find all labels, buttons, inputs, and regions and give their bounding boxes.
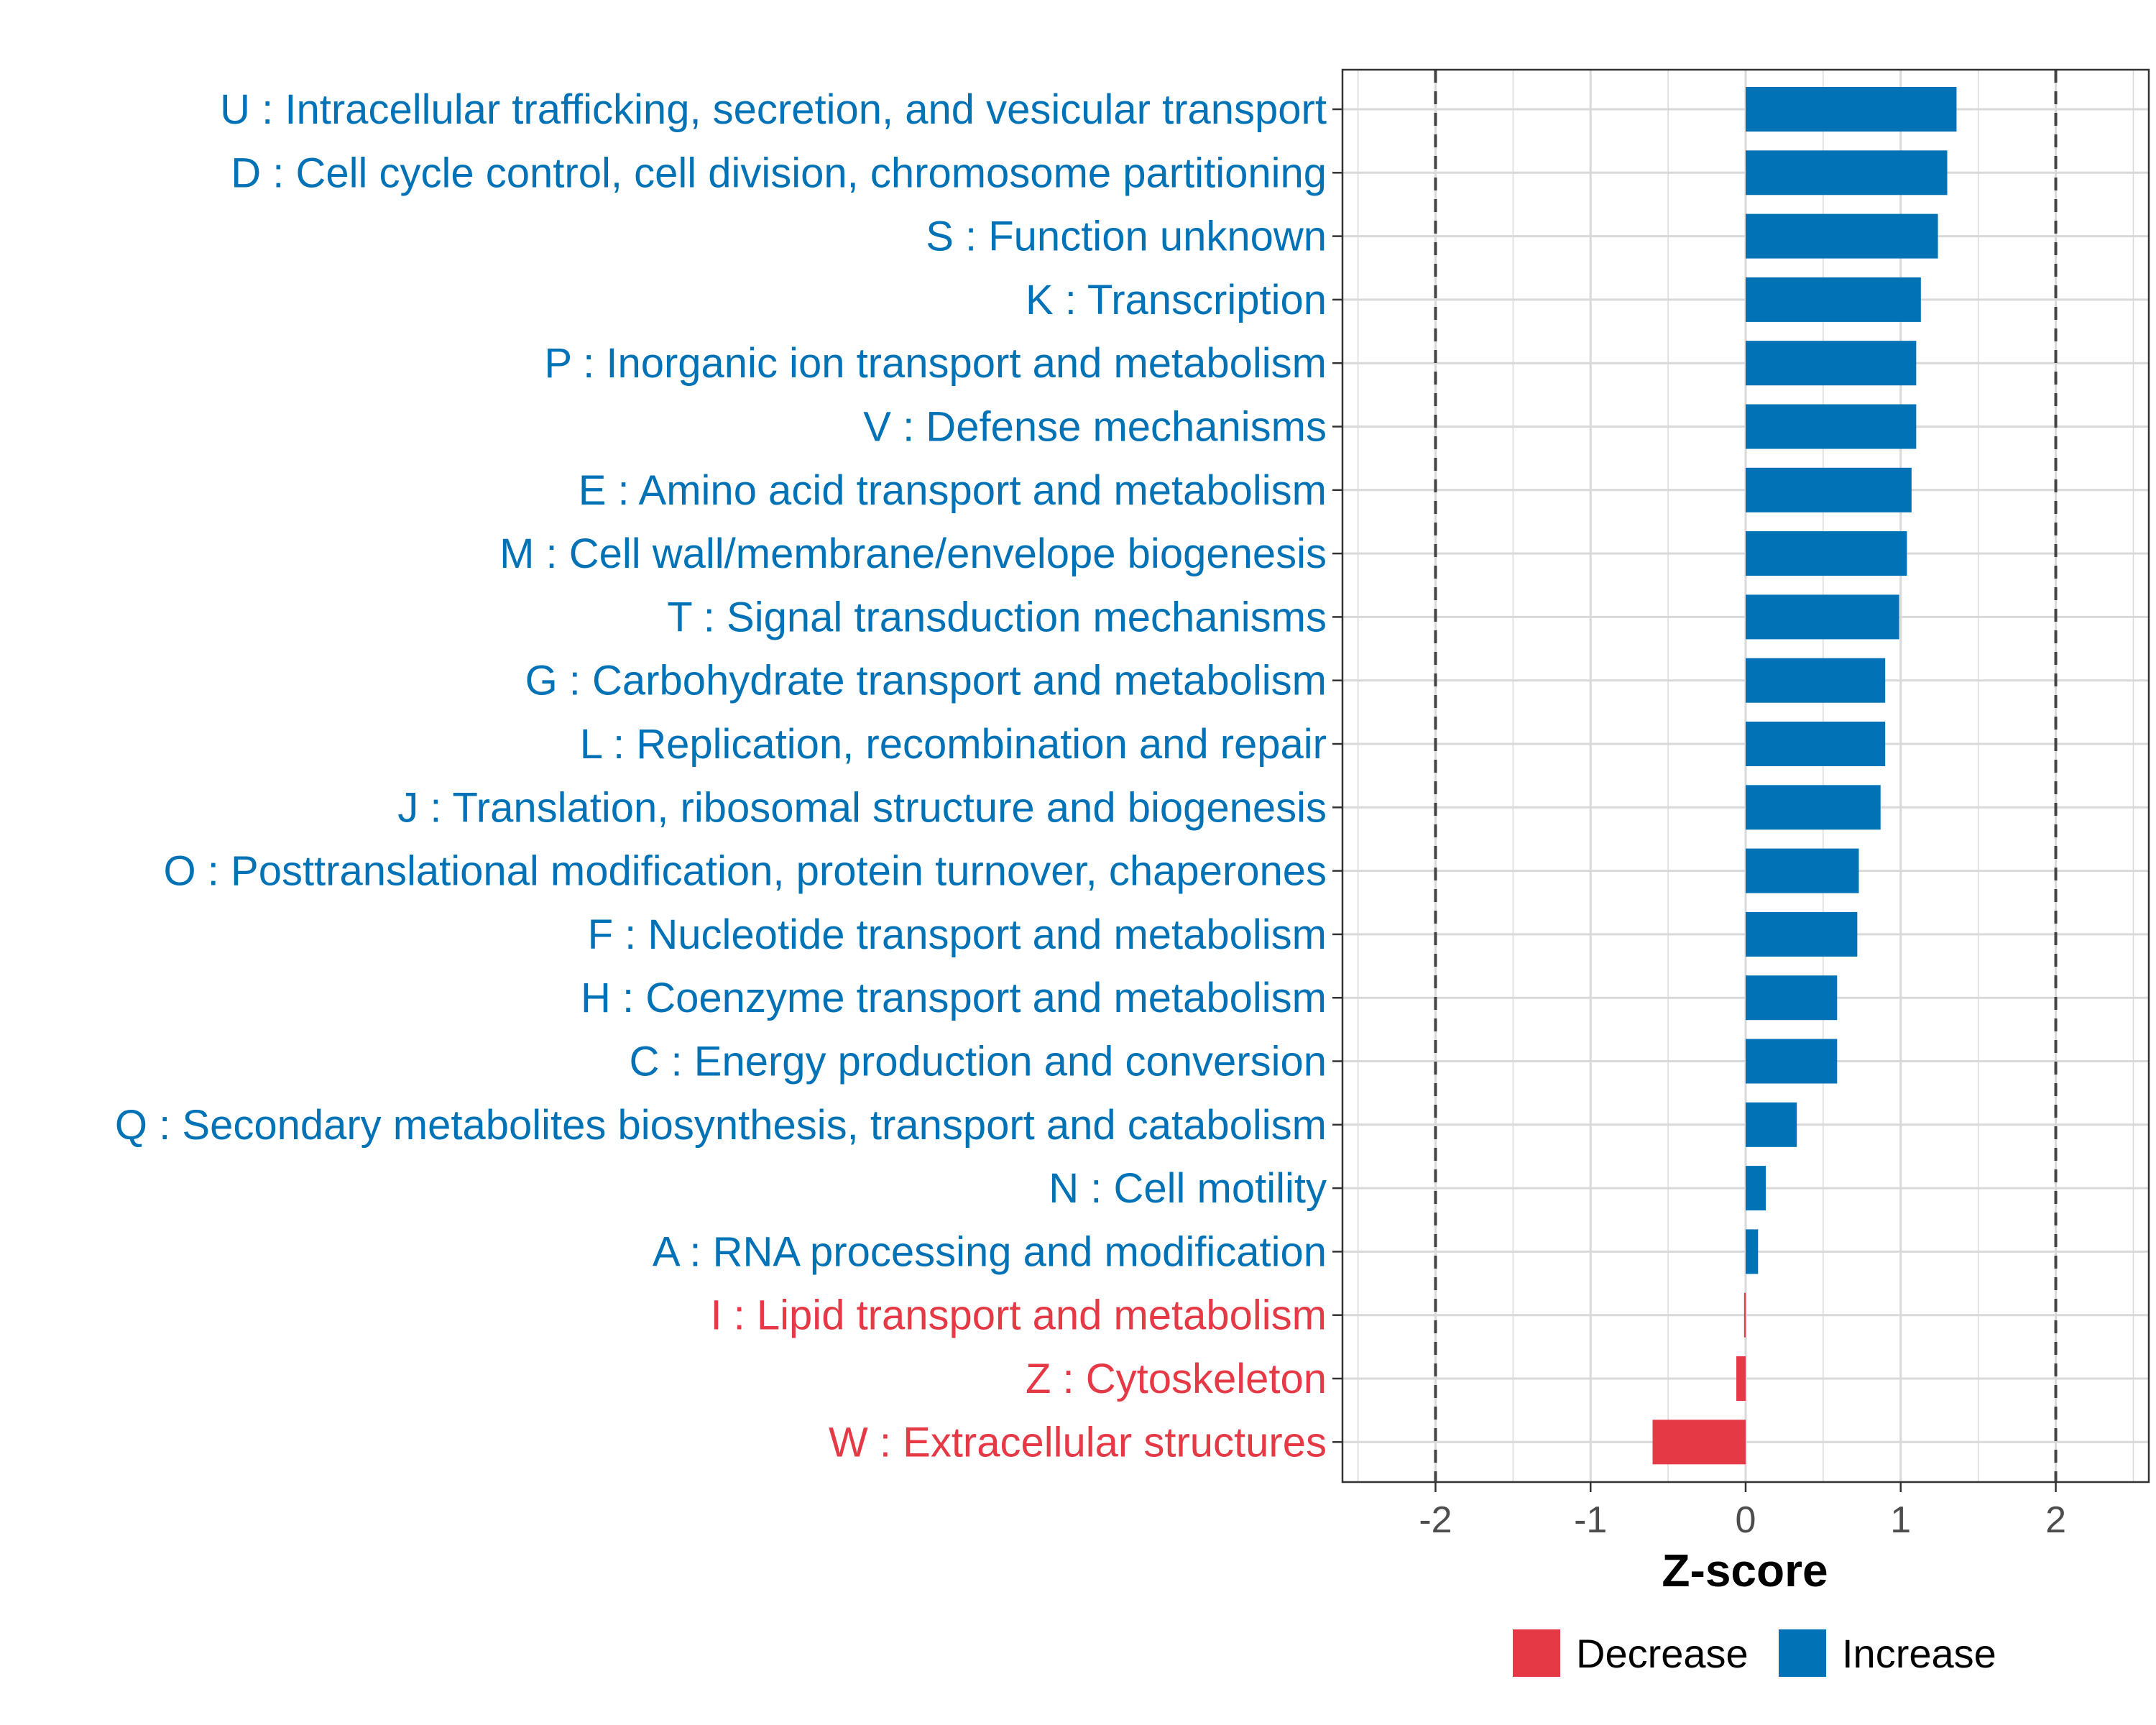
bar [1746, 1102, 1797, 1147]
y-category-label: T : Signal transduction mechanisms [667, 594, 1327, 640]
x-tick-layer: -2 -1 0 1 2 [1419, 1482, 2066, 1541]
bar [1746, 467, 1912, 512]
legend: Decrease Increase [1513, 1629, 1996, 1677]
y-category-label: N : Cell motility [1049, 1165, 1327, 1212]
y-category-label: O : Posttranslational modification, prot… [164, 848, 1327, 895]
y-category-label: A : RNA processing and modification [653, 1228, 1327, 1275]
x-tick-label: 1 [1890, 1499, 1911, 1541]
x-axis-title: Z-score [1662, 1545, 1828, 1596]
y-category-label: F : Nucleotide transport and metabolism [588, 911, 1327, 958]
y-category-label: J : Translation, ribosomal structure and… [397, 784, 1327, 831]
y-category-label: V : Defense mechanisms [863, 404, 1327, 451]
legend-swatch [1513, 1629, 1560, 1677]
y-category-label: E : Amino acid transport and metabolism [579, 467, 1327, 514]
y-category-label: I : Lipid transport and metabolism [710, 1292, 1327, 1339]
bar [1746, 1039, 1838, 1084]
x-tick-label: -2 [1419, 1499, 1452, 1541]
y-category-label: G : Carbohydrate transport and metabolis… [525, 658, 1327, 704]
y-category-label: Z : Cytoskeleton [1026, 1356, 1327, 1402]
bar [1746, 785, 1881, 830]
y-category-label: P : Inorganic ion transport and metaboli… [544, 340, 1327, 387]
bar [1746, 213, 1938, 259]
bar [1746, 341, 1917, 386]
bar [1746, 658, 1886, 703]
bar [1746, 1229, 1759, 1274]
bar [1746, 87, 1957, 132]
y-tick-layer [1332, 108, 1342, 1443]
legend-label: Increase [1842, 1631, 1996, 1676]
y-category-label: C : Energy production and conversion [630, 1039, 1327, 1085]
y-category-label: D : Cell cycle control, cell division, c… [231, 150, 1327, 196]
bar [1743, 1292, 1746, 1338]
y-category-labels: U : Intracellular trafficking, secretion… [115, 86, 1327, 1466]
bar [1746, 722, 1886, 766]
bar [1746, 848, 1859, 893]
bar [1746, 531, 1907, 576]
y-category-label: U : Intracellular trafficking, secretion… [220, 86, 1327, 133]
bar [1746, 277, 1921, 322]
reference-lines [1434, 70, 2058, 1482]
bar [1746, 150, 1948, 196]
legend-label: Decrease [1576, 1631, 1749, 1676]
bar [1736, 1356, 1746, 1401]
y-category-label: M : Cell wall/membrane/envelope biogenes… [499, 530, 1327, 577]
bar [1652, 1420, 1746, 1465]
legend-swatch [1779, 1629, 1826, 1677]
y-category-label: L : Replication, recombination and repai… [580, 721, 1327, 768]
bar [1746, 975, 1838, 1021]
y-category-label: S : Function unknown [926, 213, 1327, 260]
x-tick-label: 0 [1736, 1499, 1756, 1541]
bar [1746, 911, 1858, 957]
bar [1746, 404, 1917, 449]
bar [1746, 1166, 1766, 1211]
bar-layer [1652, 87, 1957, 1465]
y-category-label: W : Extracellular structures [829, 1419, 1327, 1466]
x-tick-label: -1 [1574, 1499, 1607, 1541]
x-tick-label: 2 [2045, 1499, 2066, 1541]
y-category-label: K : Transcription [1026, 277, 1327, 323]
y-category-label: Q : Secondary metabolites biosynthesis, … [115, 1102, 1327, 1149]
y-category-label: H : Coenzyme transport and metabolism [581, 975, 1327, 1021]
bar [1746, 594, 1899, 640]
